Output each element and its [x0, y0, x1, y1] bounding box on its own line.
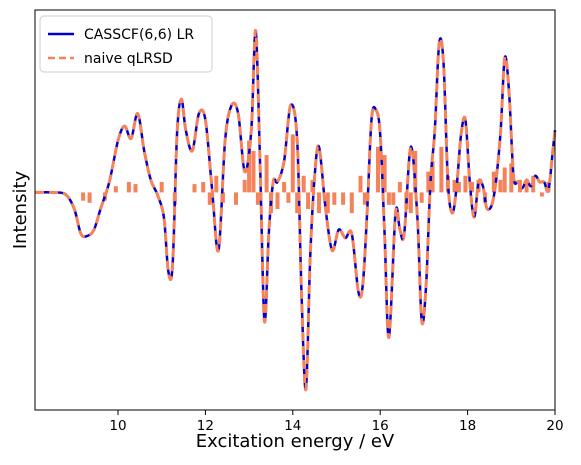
stick-bar	[491, 171, 496, 193]
stick-bar	[502, 167, 507, 193]
stick-bar	[470, 182, 474, 193]
stick-bar	[306, 192, 311, 209]
stick-bar	[301, 175, 306, 193]
stick-bar	[509, 163, 514, 193]
stick-bar	[264, 155, 269, 193]
stick-bar	[408, 192, 413, 214]
stick-bar	[192, 184, 197, 193]
plot-frame	[34, 9, 556, 411]
legend: CASSCF(6,6) LR naive qLRSD	[39, 15, 213, 73]
stick-bar	[539, 192, 544, 197]
stick-bar	[133, 184, 138, 193]
stick-bar	[349, 192, 354, 214]
stick-bar	[376, 146, 380, 193]
series-line-qlrsd	[34, 29, 557, 392]
legend-label-qlrsd: naive qLRSD	[84, 51, 173, 67]
stick-bar	[397, 182, 402, 193]
stick-bar	[214, 175, 219, 193]
stick-bar	[286, 192, 291, 203]
stick-bar	[426, 171, 431, 193]
stick-bar	[362, 192, 367, 205]
stick-bar	[463, 175, 468, 193]
stick-bar	[255, 192, 260, 205]
stick-bar	[524, 182, 529, 193]
x-tick-label: 14	[284, 418, 301, 434]
x-tick-label: 10	[109, 418, 126, 434]
stick-bar	[247, 140, 252, 193]
series-line-casscf	[34, 29, 557, 391]
x-tick-label: 16	[372, 418, 389, 434]
line-series	[34, 29, 557, 392]
stick-bar	[317, 192, 321, 214]
x-axis-label: Excitation energy / eV	[196, 431, 395, 452]
stick-bar	[282, 182, 287, 193]
stick-bar	[341, 192, 346, 205]
stick-bar	[159, 182, 164, 193]
x-axis-ticks: 10 12 14 16 18 20	[109, 410, 564, 434]
stick-bar	[452, 179, 457, 193]
stick-bar	[419, 192, 424, 203]
x-tick-label: 18	[459, 418, 476, 434]
stick-bar	[81, 192, 86, 201]
stick-bar	[290, 134, 295, 193]
stick-bar	[382, 155, 387, 193]
y-axis-label: Intensity	[10, 170, 31, 249]
stick-bar	[242, 179, 247, 193]
stick-bar	[87, 192, 92, 203]
stick-bar	[275, 192, 280, 209]
stick-bar	[456, 182, 461, 193]
stick-bar	[391, 192, 396, 205]
stick-bar	[201, 182, 206, 193]
stick-bar	[251, 150, 256, 193]
stick-bar	[207, 192, 212, 205]
x-tick-label: 12	[197, 418, 214, 434]
stick-bar	[358, 175, 363, 193]
x-tick-label: 20	[546, 418, 563, 434]
stick-bar	[498, 179, 503, 193]
stick-bar	[430, 161, 435, 193]
stick-bar	[234, 192, 238, 205]
stick-bar	[439, 146, 444, 193]
stick-bar	[325, 192, 330, 214]
stick-bar	[126, 182, 131, 193]
stick-bar	[386, 192, 391, 205]
stick-bar	[295, 192, 300, 214]
stick-bar	[332, 192, 337, 205]
legend-label-casscf: CASSCF(6,6) LR	[84, 27, 194, 43]
stick-bar	[113, 186, 118, 193]
legend-box	[39, 15, 213, 73]
